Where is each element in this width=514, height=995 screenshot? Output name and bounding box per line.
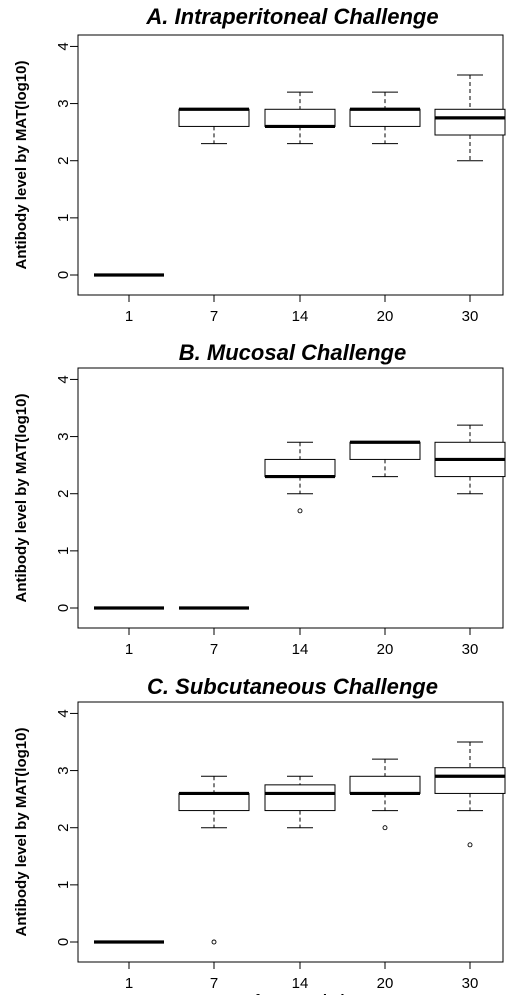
y-tick-label: 3	[55, 766, 72, 774]
y-tick-label: 2	[55, 824, 72, 832]
x-tick-label: 1	[125, 641, 133, 658]
plot-frame	[77, 367, 504, 629]
box-iqr	[434, 108, 506, 136]
box-iqr	[434, 767, 506, 794]
box-iqr	[178, 108, 250, 127]
plot-frame	[77, 701, 504, 963]
y-tick-label: 4	[55, 375, 72, 383]
outlier-point	[211, 939, 217, 945]
y-tick-label: 3	[55, 99, 72, 107]
box-20	[349, 758, 421, 831]
chart-panel-3: C. Subcutaneous Challenge 0 1 2 3 4 1 7 14 20 30 An…	[13, 674, 506, 995]
box-iqr	[264, 108, 336, 127]
y-tick-label: 1	[55, 547, 72, 555]
chart-title: B. Mucosal Challenge	[179, 340, 406, 365]
box-20	[349, 91, 421, 145]
box-30	[434, 424, 506, 495]
x-tick-label: 1	[125, 308, 133, 325]
chart-panel-1: A. Intraperitoneal Challenge 0 1 2 3 4 1 7 14 20 3…	[13, 4, 506, 325]
x-tick-label: 7	[210, 308, 218, 325]
box-iqr	[349, 108, 421, 127]
box-30	[434, 74, 506, 162]
y-axis-label: Antibody level by MAT(log10)	[13, 728, 30, 937]
x-tick-label: 1	[125, 975, 133, 992]
x-tick-label: 14	[292, 641, 309, 658]
x-tick-label: 7	[210, 975, 218, 992]
box-20	[349, 440, 421, 478]
x-tick-label: 14	[292, 308, 309, 325]
x-tick-label: 7	[210, 641, 218, 658]
box-14	[264, 441, 336, 514]
box-14	[264, 775, 336, 829]
plot-frame	[77, 34, 504, 296]
box-iqr	[349, 441, 421, 460]
y-tick-label: 1	[55, 214, 72, 222]
box-iqr	[349, 775, 421, 794]
outlier-point	[467, 842, 473, 848]
y-tick-label: 1	[55, 881, 72, 889]
y-axis-label: Antibody level by MAT(log10)	[13, 394, 30, 603]
y-tick-label: 2	[55, 157, 72, 165]
y-axis-label: Antibody level by MAT(log10)	[13, 61, 30, 270]
chart-title: C. Subcutaneous Challenge	[147, 674, 438, 699]
box-7	[178, 107, 250, 145]
y-tick-label: 2	[55, 490, 72, 498]
y-tick-label: 4	[55, 42, 72, 50]
y-tick-label: 0	[55, 271, 72, 279]
outlier-point	[382, 825, 388, 831]
box-iqr	[264, 458, 336, 478]
x-tick-label: 30	[462, 641, 479, 658]
x-tick-label: 30	[462, 975, 479, 992]
x-axis-label: Days after Inoculation	[206, 992, 363, 995]
y-tick-label: 0	[55, 604, 72, 612]
outlier-point	[297, 508, 303, 514]
x-tick-label: 14	[292, 975, 309, 992]
chart-panel-2: B. Mucosal Challenge 0 1 2 3 4 1 7 14 20 30 Antibod…	[13, 340, 506, 658]
box-iqr	[264, 784, 336, 812]
y-tick-label: 3	[55, 432, 72, 440]
box-30	[434, 741, 506, 848]
x-tick-label: 20	[377, 641, 394, 658]
chart-title: A. Intraperitoneal Challenge	[145, 4, 438, 29]
x-tick-label: 20	[377, 975, 394, 992]
box-7	[178, 775, 250, 945]
x-tick-label: 30	[462, 308, 479, 325]
x-tick-label: 20	[377, 308, 394, 325]
box-iqr	[178, 792, 250, 812]
y-tick-label: 4	[55, 709, 72, 717]
box-14	[264, 91, 336, 145]
y-tick-label: 0	[55, 938, 72, 946]
